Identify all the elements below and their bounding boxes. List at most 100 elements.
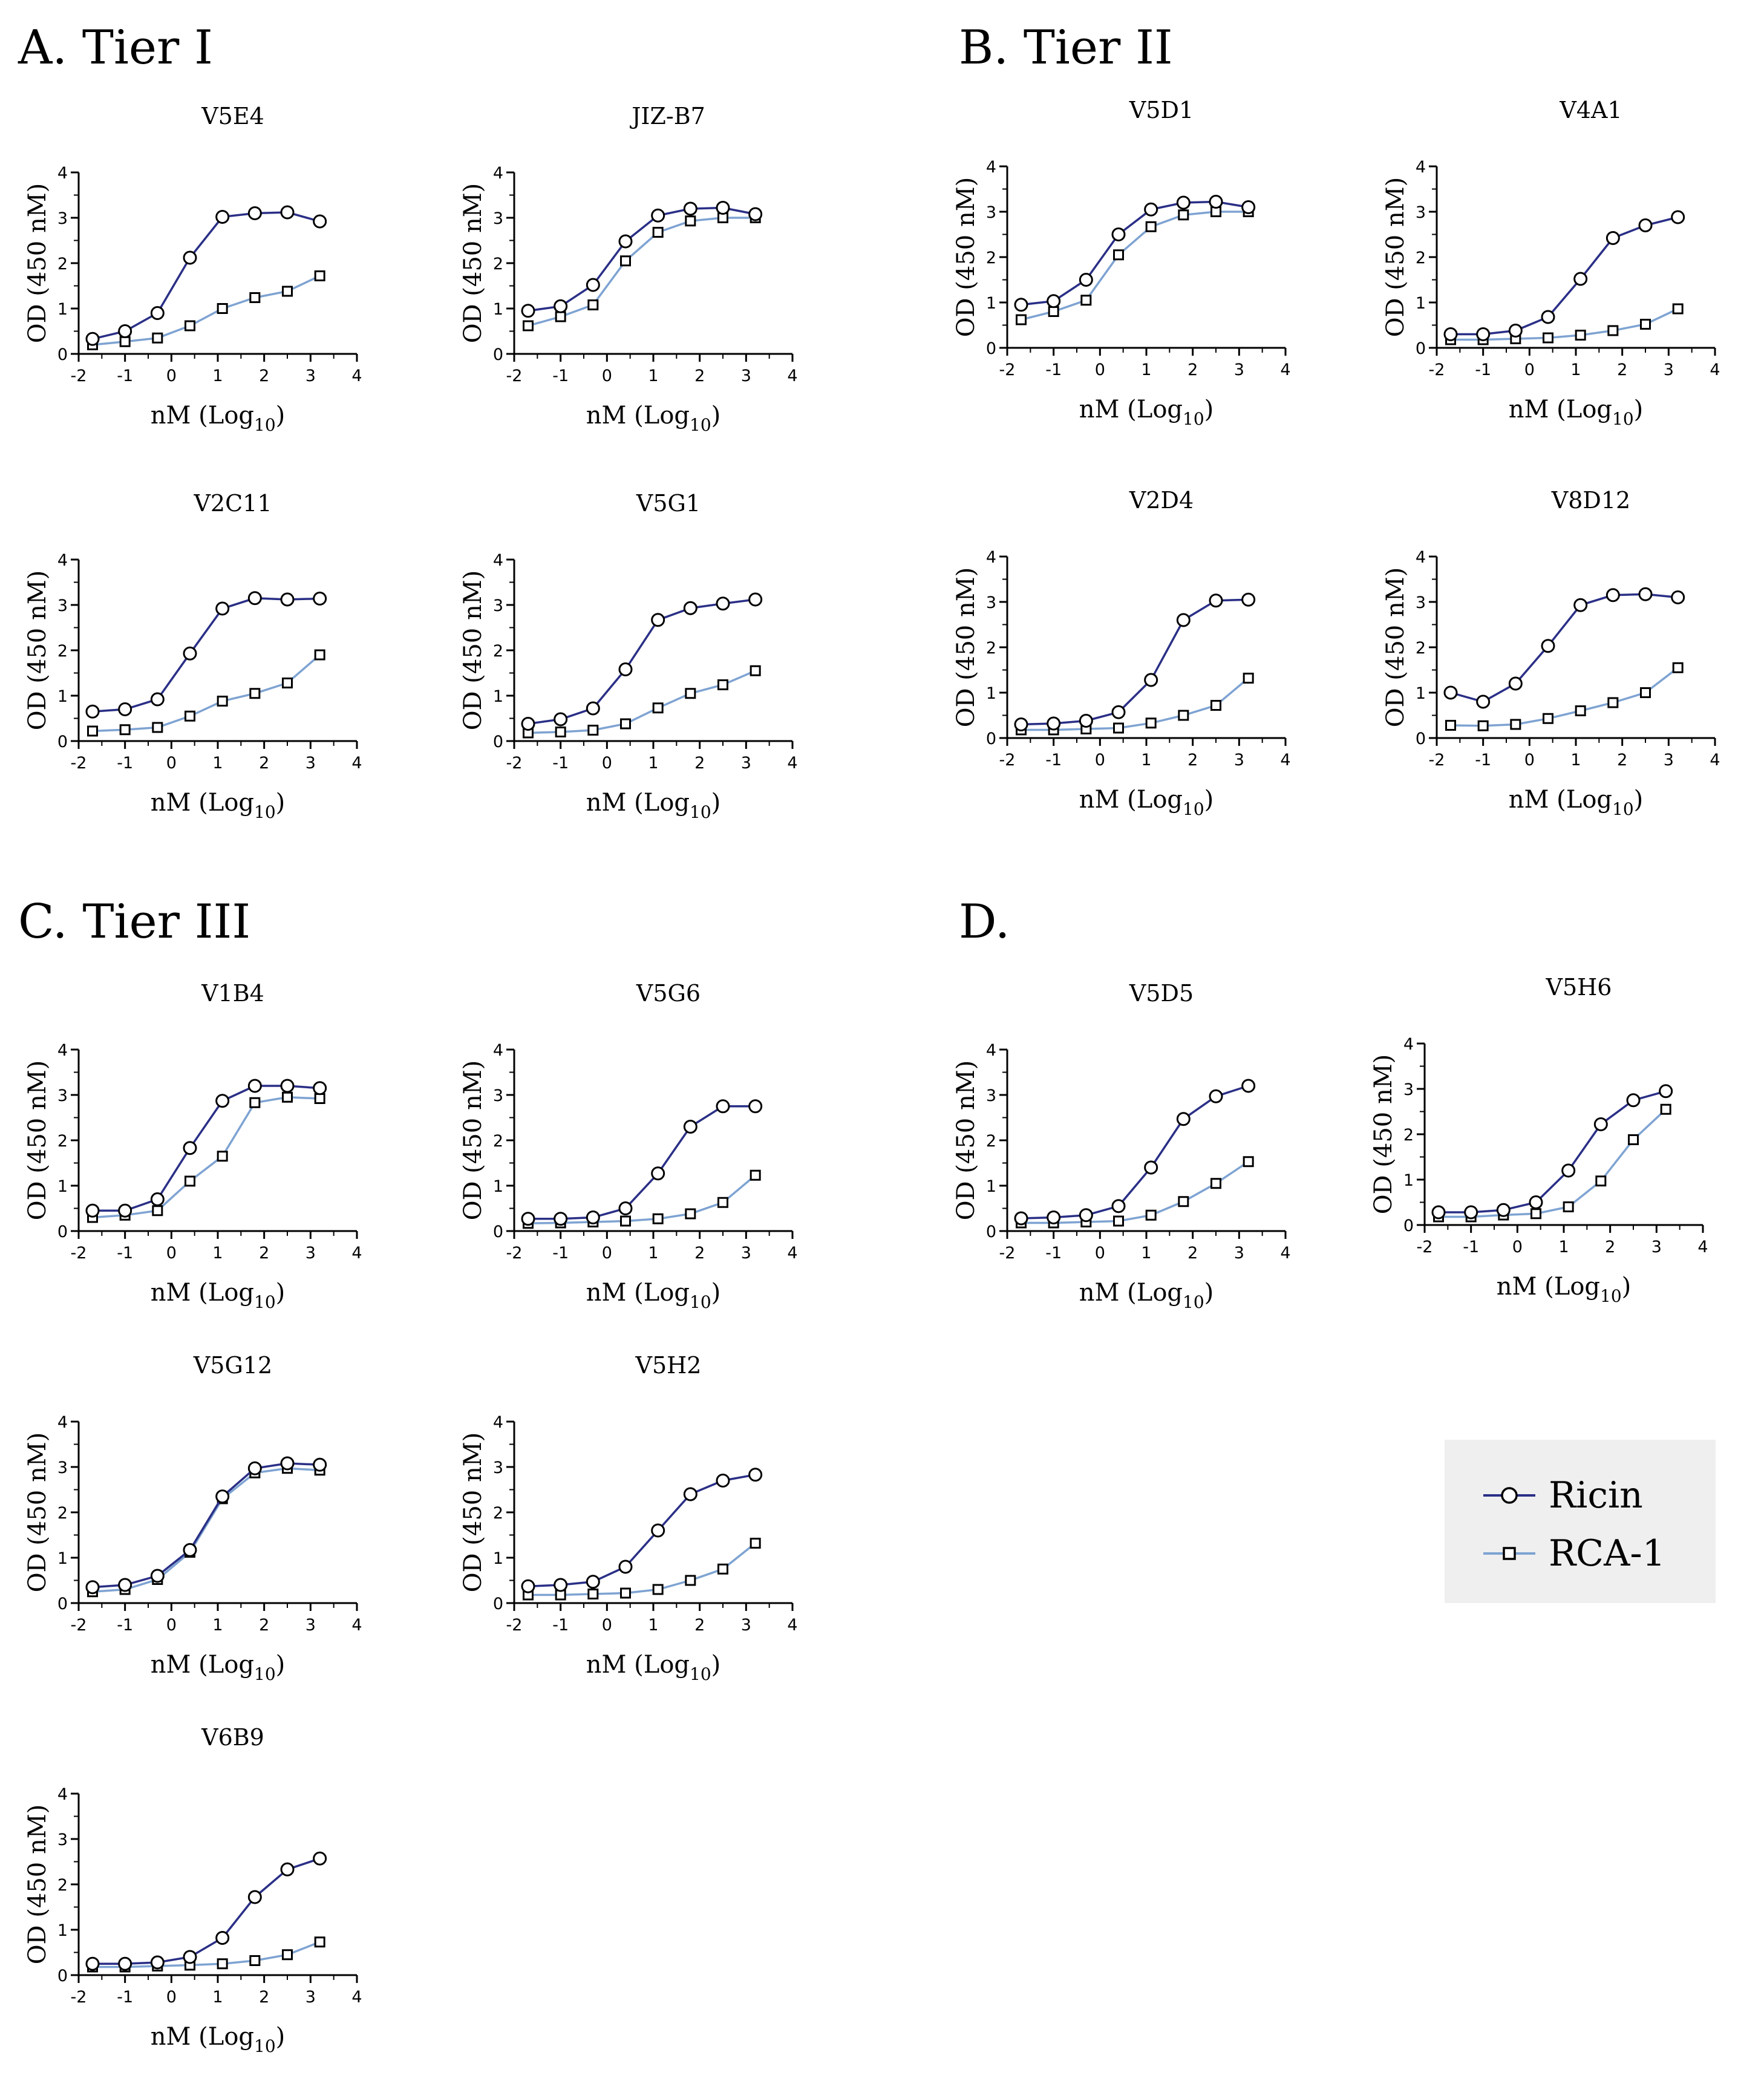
- point-rca1: [1628, 1134, 1639, 1145]
- point-ricin: [313, 592, 327, 606]
- x-axis-label: nM (Log10): [151, 789, 286, 822]
- x-tick-label: 3: [741, 1244, 751, 1262]
- x-axis-label: nM (Log10): [1079, 1279, 1214, 1312]
- point-rca1: [1080, 295, 1092, 306]
- point-ricin: [1476, 327, 1491, 341]
- x-tick-label: 4: [787, 754, 797, 773]
- x-axis-label: nM (Log10): [1079, 786, 1214, 819]
- y-tick-label: 3: [57, 1458, 68, 1477]
- y-tick-label: 1: [57, 1549, 68, 1568]
- y-axis-label: OD (450 nM): [24, 1432, 51, 1593]
- point-ricin: [280, 205, 295, 220]
- y-tick-label: 4: [493, 551, 503, 570]
- point-rca1: [1048, 306, 1059, 317]
- y-tick-label: 1: [493, 1549, 503, 1568]
- x-tick-label: 1: [648, 1616, 658, 1635]
- x-tick-label: -1: [117, 754, 133, 773]
- point-ricin: [247, 1079, 262, 1093]
- x-axis-label-sub: 10: [1183, 409, 1204, 429]
- x-axis-label-base: nM (Log: [1509, 786, 1612, 814]
- y-tick-label: 0: [493, 733, 503, 751]
- x-tick-label: 4: [351, 1988, 362, 2007]
- x-axis-label: nM (Log10): [586, 402, 721, 435]
- x-tick-label: 2: [259, 367, 269, 385]
- point-ricin: [716, 1474, 730, 1488]
- point-ricin: [1144, 673, 1158, 687]
- point-rca1: [1016, 314, 1027, 325]
- x-tick-label: 2: [259, 754, 269, 773]
- point-rca1: [1575, 705, 1586, 716]
- point-rca1: [185, 1175, 195, 1187]
- x-tick-label: 4: [1280, 751, 1290, 769]
- y-tick-label: 0: [57, 345, 68, 364]
- y-axis-label: OD (450 nM): [24, 1060, 51, 1221]
- x-axis-label-sub: 10: [690, 802, 711, 822]
- y-tick-label: 4: [986, 158, 996, 177]
- point-rca1: [314, 1093, 325, 1104]
- point-rca1: [152, 332, 163, 344]
- chart-title: V4A1: [1559, 97, 1622, 123]
- point-ricin: [1659, 1084, 1673, 1099]
- x-axis-label-close: ): [1634, 396, 1644, 423]
- legend-label-ricin: Ricin: [1549, 1474, 1643, 1517]
- y-tick-label: 2: [57, 642, 68, 661]
- point-rca1: [152, 1205, 163, 1217]
- y-tick-label: 2: [57, 1876, 68, 1895]
- point-ricin: [247, 1890, 262, 1904]
- x-tick-label: -1: [1475, 361, 1491, 379]
- x-tick-label: 3: [1664, 361, 1674, 379]
- y-tick-label: 1: [986, 294, 996, 313]
- chart-panel-v5g6: V5G6 -2 -1 0 1 2 3 4 0 1 2 3 4 OD (450 nM) nM (Log10): [459, 980, 798, 1312]
- point-ricin: [1496, 1203, 1511, 1217]
- x-tick-label: -2: [506, 1616, 523, 1635]
- series-line-ricin: [92, 597, 320, 713]
- y-tick-label: 0: [493, 1595, 503, 1613]
- point-ricin: [1209, 1089, 1223, 1103]
- point-rca1: [1145, 717, 1157, 729]
- x-tick-label: -1: [1045, 751, 1062, 769]
- chart-panel-v8d12: V8D12 -2 -1 0 1 2 3 4 0 1 2 3 4 OD (450 nM) nM (Log10): [1382, 487, 1720, 819]
- point-rca1: [217, 1958, 228, 1970]
- point-ricin: [1209, 195, 1223, 209]
- point-rca1: [652, 702, 664, 714]
- y-tick-label: 1: [493, 1177, 503, 1196]
- y-tick-label: 0: [57, 733, 68, 751]
- x-tick-label: 0: [166, 367, 177, 385]
- y-axis-label: OD (450 nM): [459, 1432, 487, 1593]
- series-line-rca1: [92, 654, 321, 733]
- x-axis-label: nM (Log10): [151, 1279, 286, 1312]
- point-ricin: [1476, 694, 1491, 709]
- point-ricin: [85, 1580, 100, 1595]
- x-tick-label: -2: [71, 367, 87, 385]
- point-ricin: [1508, 324, 1523, 338]
- chart-title: V8D12: [1551, 487, 1630, 514]
- point-ricin: [247, 1461, 262, 1475]
- x-tick-label: 1: [212, 754, 223, 773]
- legend-marker-square: [1503, 1547, 1516, 1560]
- y-tick-label: 4: [986, 1041, 996, 1060]
- y-tick-label: 3: [493, 1086, 503, 1105]
- point-ricin: [85, 1956, 100, 1971]
- point-ricin: [313, 1851, 327, 1866]
- y-tick-label: 1: [493, 687, 503, 706]
- x-tick-label: 4: [787, 1616, 797, 1635]
- point-rca1: [717, 679, 728, 690]
- point-ricin: [521, 717, 535, 731]
- x-axis-label-base: nM (Log: [586, 1651, 690, 1679]
- x-tick-label: -1: [117, 1988, 133, 2007]
- x-axis-label: nM (Log10): [151, 2023, 286, 2056]
- y-tick-label: 2: [57, 1132, 68, 1151]
- point-rca1: [152, 722, 163, 733]
- x-tick-label: 1: [212, 1988, 223, 2007]
- point-ricin: [1638, 218, 1653, 232]
- point-rca1: [1672, 662, 1684, 673]
- point-rca1: [1640, 319, 1651, 330]
- legend: Ricin RCA-1: [1445, 1440, 1716, 1603]
- point-rca1: [587, 725, 599, 736]
- point-ricin: [748, 1468, 763, 1482]
- y-tick-label: 4: [493, 1413, 503, 1432]
- x-tick-label: -2: [999, 361, 1016, 379]
- point-ricin: [183, 1950, 197, 1964]
- x-tick-label: 2: [259, 1244, 269, 1262]
- y-tick-label: 2: [986, 249, 996, 267]
